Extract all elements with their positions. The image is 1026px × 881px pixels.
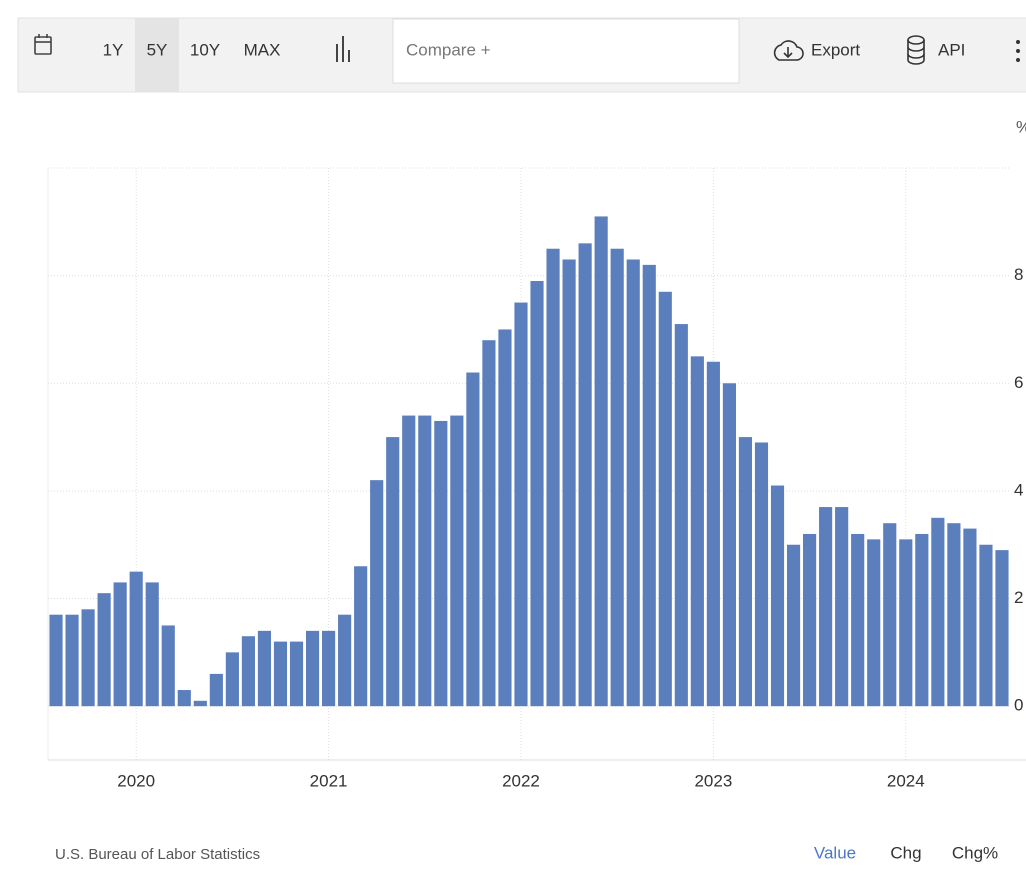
bar xyxy=(161,625,175,707)
bar xyxy=(594,216,608,707)
bar xyxy=(979,544,993,707)
range-button[interactable]: 10Y xyxy=(190,40,220,59)
x-tick-label: 2021 xyxy=(310,771,348,790)
bar xyxy=(177,690,191,707)
bar xyxy=(49,614,63,707)
bar xyxy=(225,652,239,707)
range-button[interactable]: 1Y xyxy=(103,40,124,59)
footer-tab[interactable]: Value xyxy=(814,843,856,862)
y-tick-label: 2 xyxy=(1014,588,1023,607)
bar xyxy=(241,636,255,707)
range-button[interactable]: MAX xyxy=(244,40,281,59)
bar xyxy=(257,630,272,707)
bar xyxy=(578,243,592,707)
bar xyxy=(81,609,95,707)
bar xyxy=(642,264,656,707)
bar xyxy=(835,507,849,707)
bar xyxy=(434,420,448,707)
y-tick-label: 4 xyxy=(1014,480,1023,499)
export-icon[interactable] xyxy=(773,40,804,61)
calendar-icon[interactable] xyxy=(34,34,52,55)
api-button[interactable]: API xyxy=(938,40,965,59)
footer-tab[interactable]: Chg% xyxy=(952,843,998,862)
x-tick-label: 2022 xyxy=(502,771,540,790)
bar xyxy=(466,372,480,707)
bar xyxy=(418,415,432,707)
bar xyxy=(338,614,352,707)
bar xyxy=(915,533,929,707)
bar xyxy=(65,614,79,707)
bar xyxy=(786,544,801,707)
bar xyxy=(354,566,368,707)
footer-tab[interactable]: Chg xyxy=(890,843,921,862)
bar xyxy=(530,281,544,707)
bar xyxy=(722,383,736,707)
bar xyxy=(370,480,384,707)
bar xyxy=(867,539,881,707)
bar xyxy=(610,248,624,707)
bar xyxy=(706,361,720,707)
bar xyxy=(819,507,833,707)
bar xyxy=(690,356,704,707)
x-tick-label: 2020 xyxy=(117,771,155,790)
x-tick-label: 2023 xyxy=(694,771,732,790)
bar xyxy=(322,630,336,707)
compare-placeholder: Compare + xyxy=(406,40,491,59)
bar xyxy=(193,700,207,707)
bar xyxy=(963,528,977,707)
api-icon[interactable] xyxy=(907,35,925,65)
bar xyxy=(514,302,528,707)
bar xyxy=(562,259,576,707)
chart-type-icon[interactable] xyxy=(336,36,350,62)
bar xyxy=(883,523,897,707)
bar xyxy=(305,630,320,707)
bar xyxy=(482,340,496,707)
bar xyxy=(899,539,913,707)
bar xyxy=(931,517,945,707)
range-button[interactable]: 5Y xyxy=(147,40,168,59)
bar xyxy=(754,442,769,707)
bar xyxy=(386,437,400,707)
bar xyxy=(546,248,560,707)
bar xyxy=(995,550,1009,707)
y-tick-label: 6 xyxy=(1014,373,1023,392)
source: U.S. Bureau of Labor Statistics xyxy=(55,846,260,863)
bar xyxy=(851,533,865,707)
bar xyxy=(947,523,961,707)
bar xyxy=(209,673,223,707)
bar xyxy=(738,437,753,707)
compare-input[interactable] xyxy=(392,18,740,84)
x-tick-label: 2024 xyxy=(887,771,925,790)
bar xyxy=(450,415,464,707)
bar xyxy=(273,641,288,707)
bar xyxy=(674,324,688,707)
bar xyxy=(658,291,672,707)
bar xyxy=(803,533,817,707)
y-tick-label: 8 xyxy=(1014,265,1023,284)
bar xyxy=(770,485,785,707)
bar xyxy=(129,571,143,707)
bar xyxy=(113,582,127,707)
export-button[interactable]: Export xyxy=(811,40,860,59)
unit-label: % xyxy=(1016,117,1026,136)
bar xyxy=(402,415,416,707)
more-menu[interactable] xyxy=(1016,40,1020,62)
selected-range-bg xyxy=(135,18,179,92)
bar xyxy=(498,329,512,707)
bar xyxy=(289,641,304,707)
y-tick-label: 0 xyxy=(1014,696,1023,715)
bar xyxy=(145,582,159,707)
bar xyxy=(626,259,640,707)
bar xyxy=(97,593,111,707)
